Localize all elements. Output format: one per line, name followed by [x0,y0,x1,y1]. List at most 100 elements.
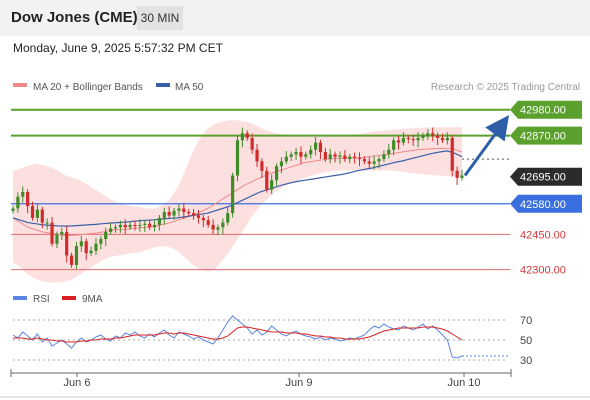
candle-body [304,154,308,157]
candle-body [455,170,459,178]
rsi-ma-legend-label: 9MA [82,294,103,305]
candle-body [191,213,196,216]
candle-body [353,156,357,158]
candle-body [148,223,152,228]
x-label-2: Jun 10 [447,377,480,389]
candle-body [401,137,406,143]
candle-body [40,209,44,223]
candle-body [65,231,69,256]
candle-body [416,137,420,141]
instrument-title: Dow Jones (CME) [11,9,138,26]
candle-body [372,161,376,164]
candle-body [187,211,191,214]
candles [11,127,464,270]
candle-body [382,154,386,160]
candle-body [21,192,25,197]
candle-body [270,180,274,190]
candle-body [279,161,284,167]
candle-body [338,155,342,157]
candle-body [323,152,327,160]
legend: MA 20 + Bollinger Bands MA 50 Research ©… [13,82,580,305]
candle-body [138,224,142,227]
candle-body [196,215,201,218]
candle-body [265,170,269,190]
candle-body [396,140,401,143]
candle-body [152,224,157,228]
bollinger-legend-swatch [13,83,27,87]
level-label-42580: 42580.00 [520,199,566,211]
x-label-1: Jun 9 [286,377,313,389]
candle-body [104,231,108,240]
candle-body [172,210,176,216]
forecast-arrow [463,115,510,177]
rsi-tick-30: 30 [520,355,532,367]
candle-body [435,135,440,138]
ma50-line [12,150,463,227]
candle-body [367,161,371,164]
candle-body [55,234,59,244]
rsi-line [12,315,463,359]
candle-body [109,228,113,232]
candle-body [343,155,347,160]
candle-body [133,224,137,227]
candle-body [392,140,396,150]
candle-body [79,241,83,247]
candle-body [182,208,186,212]
candle-body [35,209,40,218]
candle-body [94,243,98,251]
timestamp: Monday, June 9, 2025 5:57:32 PM CET [13,41,223,55]
level-tag-42870 [510,126,582,145]
candle-body [318,142,323,153]
candle-body [450,137,454,171]
candle-body [45,222,49,224]
candle-body [201,217,205,221]
level-label-42870: 42870.00 [520,131,566,143]
candle-body [177,208,181,211]
candle-body [328,154,332,160]
level-label-42450: 42450.00 [520,229,566,241]
candle-body [284,156,288,162]
candle-body [143,223,147,225]
candle-body [250,137,254,150]
candle-body [69,255,74,265]
candle-body [240,133,244,141]
candle-body [445,137,449,141]
candle-body [60,231,64,235]
rsi-legend-swatch [13,296,27,300]
level-tag-42695 [510,167,582,186]
candle-body [167,211,171,216]
candle-body [309,149,313,155]
x-label-0: Jun 6 [64,377,91,389]
candle-body [362,159,366,162]
candle-body [113,227,118,229]
candle-body [74,246,79,265]
rsi-ma-legend-swatch [62,296,76,300]
candle-body [30,206,35,218]
candle-body [348,156,352,160]
candle-body [406,137,410,140]
interval-badge[interactable]: 30 MIN [137,6,183,30]
candle-body [11,208,15,211]
level-tag-42980 [510,100,582,119]
rsi-ma-line [13,326,463,343]
ma50-legend-label: MA 50 [175,82,204,93]
candle-body [377,159,381,162]
candle-body [123,224,127,228]
candle-body [84,241,88,254]
candle-body [299,152,303,157]
candle-body [421,135,425,138]
candle-body [162,211,166,218]
candle-body [260,161,264,171]
candle-body [357,157,362,160]
candle-body [245,133,249,138]
candle-body [313,142,318,150]
candle-body [426,133,430,136]
candle-body [294,152,298,155]
candle-body [221,222,225,228]
level-label-42300: 42300.00 [520,265,566,277]
candle-body [235,140,240,176]
candle-body [216,227,220,230]
credit-text: Research © 2025 Trading Central [431,82,580,93]
